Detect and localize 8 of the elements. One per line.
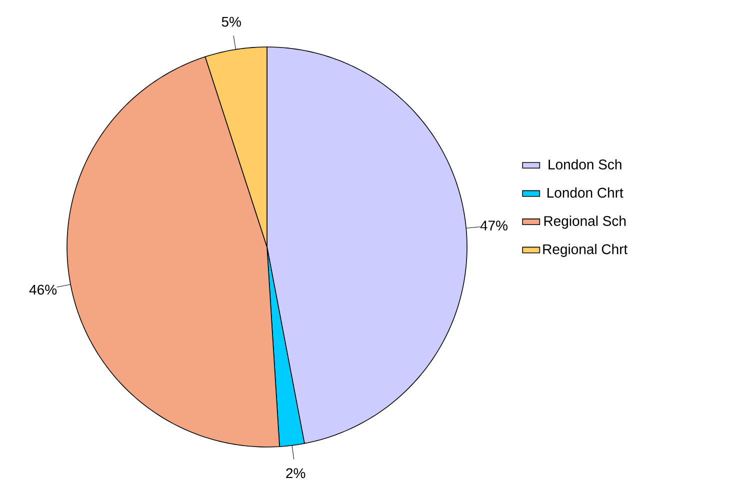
data-label: 46% xyxy=(29,284,57,295)
data-label: 5% xyxy=(222,16,241,27)
data-label: 2% xyxy=(286,468,306,478)
data-label: 47% xyxy=(480,220,508,230)
legend-label: London Sch xyxy=(548,159,622,170)
legend-label: London Chrt xyxy=(547,187,624,198)
legend-label: Regional Chrt xyxy=(543,244,628,257)
legend-label: Regional Sch xyxy=(544,216,626,229)
